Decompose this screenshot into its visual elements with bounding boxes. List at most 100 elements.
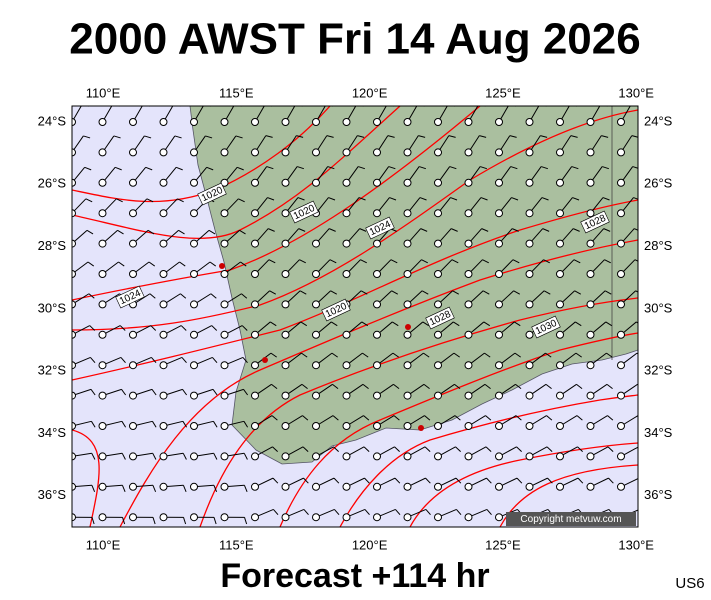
barb-station bbox=[495, 239, 503, 248]
barb-flag bbox=[482, 290, 490, 295]
barb-station bbox=[342, 452, 351, 461]
barb-station bbox=[464, 452, 473, 461]
barb-station bbox=[129, 513, 137, 522]
barb-station bbox=[159, 422, 168, 430]
barb-flag bbox=[424, 415, 431, 421]
barb-station bbox=[251, 422, 259, 430]
barb-flag bbox=[451, 259, 459, 264]
city-dot bbox=[262, 357, 268, 363]
barb-flag bbox=[608, 477, 614, 484]
barb-flag bbox=[543, 290, 551, 295]
barb-flag bbox=[178, 229, 185, 235]
barb-flag bbox=[121, 421, 127, 428]
barb-flag bbox=[147, 229, 155, 235]
barb-station bbox=[159, 270, 168, 278]
barb-flag bbox=[303, 509, 309, 516]
barb-station bbox=[98, 330, 107, 339]
barb-flag bbox=[570, 135, 578, 138]
barb-station bbox=[495, 513, 503, 522]
barb-flag bbox=[328, 197, 336, 201]
barb-station bbox=[556, 330, 564, 339]
barb-flag bbox=[243, 485, 248, 492]
barb-station bbox=[342, 482, 351, 491]
barb-station bbox=[159, 118, 168, 126]
barb-flag bbox=[364, 509, 370, 516]
barb-flag bbox=[542, 228, 550, 232]
barb-station bbox=[373, 118, 381, 126]
barb-station bbox=[434, 361, 442, 370]
barb-station bbox=[129, 270, 137, 278]
barb-station bbox=[525, 178, 534, 187]
barb-station bbox=[72, 513, 76, 522]
barb-station bbox=[434, 391, 442, 400]
barb-station bbox=[251, 118, 259, 126]
barb-flag bbox=[573, 228, 580, 232]
barb-station bbox=[190, 452, 198, 461]
barb-flag bbox=[182, 485, 187, 492]
barb-station bbox=[464, 178, 473, 187]
barb-flag bbox=[575, 321, 582, 327]
barb-station bbox=[403, 178, 412, 187]
barb-flag bbox=[636, 321, 638, 324]
barb-station bbox=[160, 544, 167, 551]
barb-station bbox=[556, 422, 564, 430]
barb-station bbox=[586, 178, 595, 187]
barb-flag bbox=[639, 509, 644, 514]
barb-flag bbox=[572, 197, 580, 201]
barb-flag bbox=[270, 352, 277, 358]
barb-station bbox=[373, 452, 381, 461]
barb-flag bbox=[509, 135, 517, 138]
barb-station bbox=[464, 118, 473, 126]
barb-flag bbox=[606, 383, 613, 390]
barb-flag bbox=[211, 325, 218, 331]
barb-flag bbox=[144, 135, 152, 139]
barb-station bbox=[72, 482, 76, 491]
barb-station bbox=[72, 391, 76, 400]
isobar-label-box bbox=[289, 200, 319, 224]
barb-flag bbox=[639, 447, 644, 452]
barb-station bbox=[251, 513, 259, 522]
lat-label-left: 32°S bbox=[38, 363, 67, 378]
barb-flag bbox=[206, 166, 214, 171]
barb-flag bbox=[358, 197, 366, 201]
barb-station bbox=[586, 300, 595, 309]
barb-flag bbox=[359, 228, 367, 232]
barb-station bbox=[617, 422, 625, 430]
barb-station bbox=[434, 209, 442, 218]
barb-flag bbox=[152, 517, 156, 525]
barb-station bbox=[586, 209, 595, 218]
barb-flag bbox=[543, 259, 550, 264]
isobar-label-box bbox=[197, 182, 227, 206]
barb-flag bbox=[419, 166, 426, 170]
barb-station bbox=[495, 118, 503, 126]
barb-flag bbox=[394, 477, 401, 484]
barb-flag bbox=[665, 229, 671, 232]
barb-flag bbox=[577, 477, 584, 484]
barb-station bbox=[159, 239, 168, 248]
barb-station bbox=[159, 178, 168, 187]
barb-station bbox=[495, 422, 503, 430]
barb-flag bbox=[393, 383, 400, 390]
barb-flag bbox=[396, 541, 400, 547]
barb-flag bbox=[212, 357, 218, 364]
barb-stem bbox=[652, 384, 669, 395]
barb-flag bbox=[183, 549, 185, 556]
isobar-label-box bbox=[321, 298, 351, 322]
barb-station bbox=[586, 361, 595, 370]
lat-label-left: 24°S bbox=[38, 113, 67, 128]
barb-flag bbox=[540, 135, 548, 138]
barb-station bbox=[159, 209, 168, 218]
lon-label-bottom: 110°E bbox=[86, 537, 121, 552]
barb-flag bbox=[632, 166, 638, 169]
barb-flag bbox=[480, 166, 487, 170]
barb-flag bbox=[663, 167, 670, 169]
barb-station bbox=[98, 239, 107, 248]
lat-label-right: 36°S bbox=[644, 487, 673, 502]
barb-station bbox=[404, 544, 411, 551]
barb-station bbox=[220, 118, 229, 126]
barb-stem bbox=[652, 198, 664, 214]
barb-station bbox=[342, 422, 351, 430]
barb-flag bbox=[389, 197, 397, 201]
barb-station bbox=[220, 178, 229, 187]
barb-station bbox=[190, 118, 198, 126]
